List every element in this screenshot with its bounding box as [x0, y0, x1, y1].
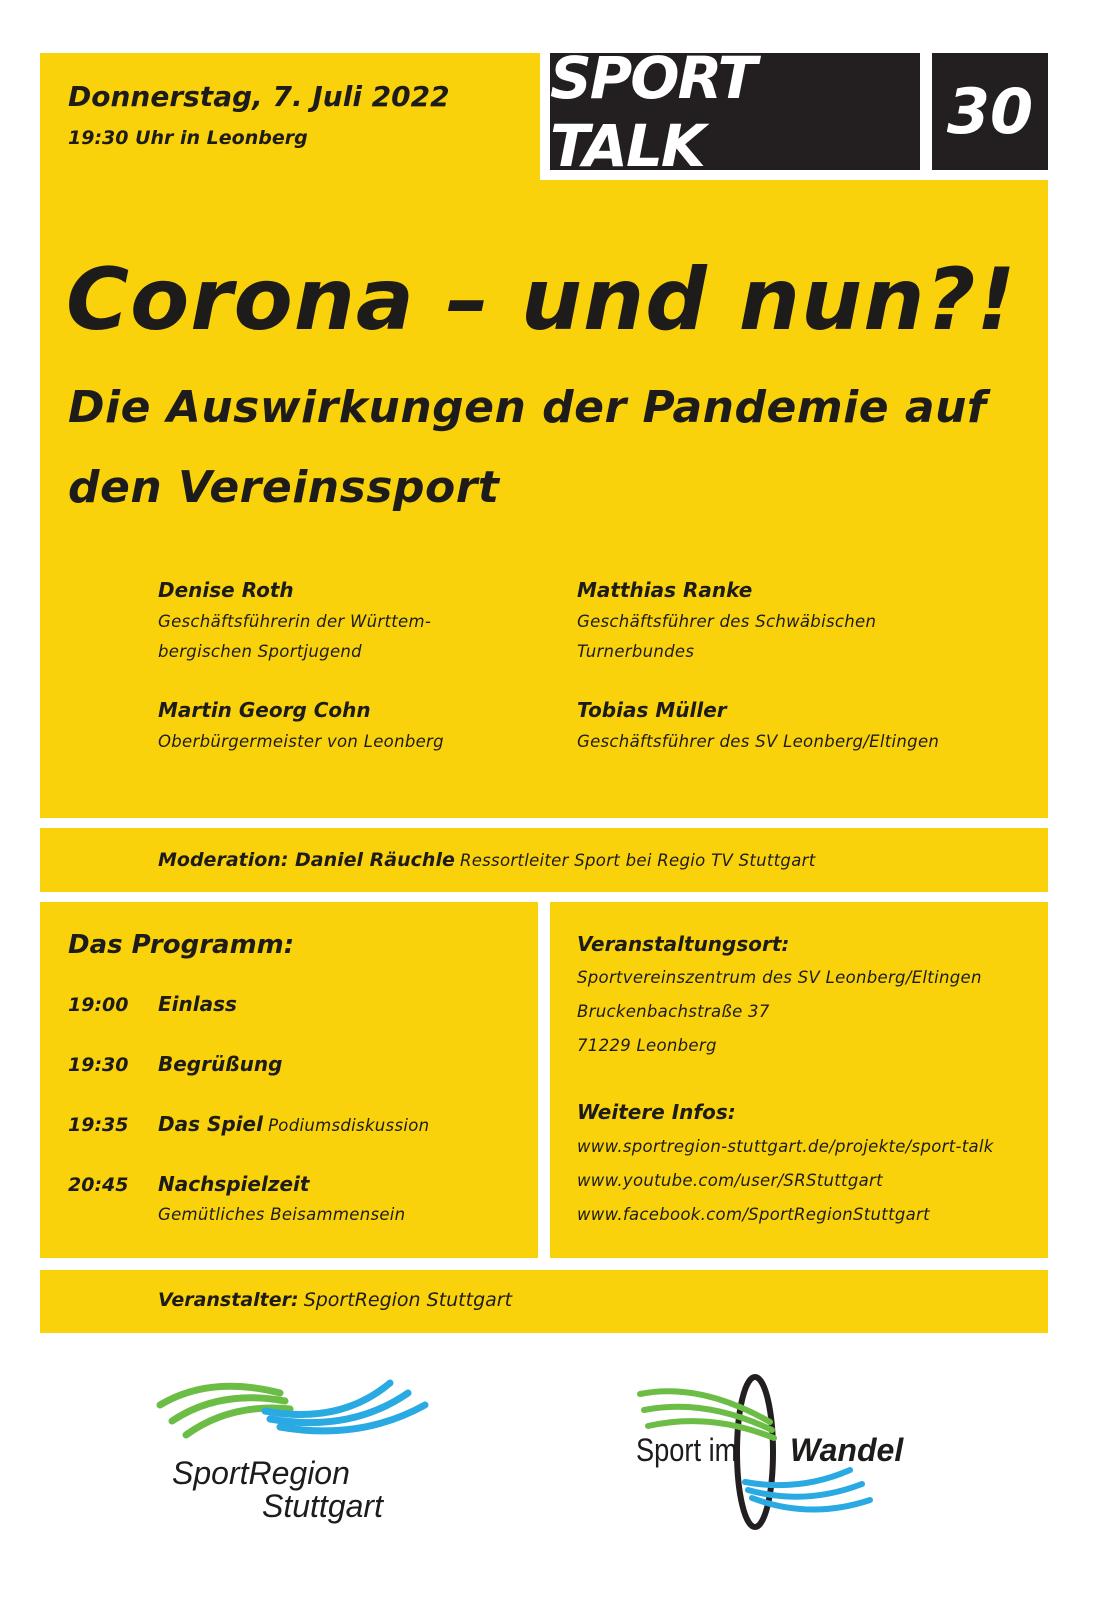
program-title: Einlass — [158, 992, 237, 1016]
subtitle-line-2: den Vereinssport — [68, 462, 500, 513]
program-time: 19:30 — [68, 1054, 129, 1076]
subtitle-line-1: Die Auswirkungen der Pandemie auf — [68, 382, 987, 433]
speaker-role: Turnerbundes — [577, 642, 695, 661]
info-link[interactable]: www.youtube.com/user/SRStuttgart — [577, 1171, 883, 1190]
event-time-place: 19:30 Uhr in Leonberg — [68, 127, 308, 149]
organizer: Veranstalter: SportRegion Stuttgart — [158, 1289, 512, 1311]
program-note: Gemütliches Beisammensein — [158, 1205, 406, 1224]
speaker-role: Geschäftsführer des SV Leonberg/Eltingen — [577, 732, 940, 751]
speaker-role: Oberbürgermeister von Leonberg — [158, 732, 444, 751]
venue-heading: Veranstaltungsort: — [577, 932, 790, 956]
page-title: Corona – und nun?! — [66, 250, 1017, 350]
speaker-name: Matthias Ranke — [577, 578, 753, 602]
series-label: SPORT TALK — [550, 44, 920, 180]
program-note: Podiumsdiskussion — [268, 1116, 430, 1135]
organizer-value: SportRegion Stuttgart — [303, 1289, 513, 1311]
program-item: Das Spiel Podiumsdiskussion — [158, 1112, 429, 1136]
speaker-name: Martin Georg Cohn — [158, 698, 371, 722]
event-date: Donnerstag, 7. Juli 2022 — [68, 80, 450, 113]
info-heading: Weitere Infos: — [577, 1100, 736, 1124]
venue-panel — [550, 902, 1048, 1258]
speaker-name: Denise Roth — [158, 578, 294, 602]
program-title: Begrüßung — [158, 1052, 283, 1076]
speaker-role: bergischen Sportjugend — [158, 642, 362, 661]
moderation-label: Moderation: Daniel Räuchle — [158, 849, 455, 871]
program-title: Das Spiel — [158, 1112, 263, 1136]
speaker-name: Tobias Müller — [577, 698, 727, 722]
venue-line: 71229 Leonberg — [577, 1036, 717, 1055]
organizer-bar — [40, 1270, 1048, 1333]
sport-im-wandel-logo-graphic — [637, 1374, 873, 1530]
speaker-role: Geschäftsführerin der Württem- — [158, 612, 432, 631]
sportregion-logo-text-1: SportRegion — [172, 1455, 350, 1491]
sportregion-logo-waves — [156, 1379, 429, 1439]
program-heading: Das Programm: — [68, 930, 295, 960]
venue-line: Bruckenbachstraße 37 — [577, 1002, 770, 1021]
program-time: 20:45 — [68, 1174, 129, 1196]
program-panel — [40, 902, 538, 1258]
venue-line: Sportvereinszentrum des SV Leonberg/Elti… — [577, 968, 982, 987]
info-link[interactable]: www.sportregion-stuttgart.de/projekte/sp… — [577, 1137, 994, 1156]
program-title: Nachspielzeit — [158, 1172, 310, 1196]
sport-im-wandel-text-1: Sport im — [636, 1432, 738, 1468]
program-time: 19:00 — [68, 994, 129, 1016]
main-panel — [40, 180, 1048, 818]
moderation: Moderation: Daniel Räuchle Ressortleiter… — [158, 849, 815, 871]
moderation-detail: Ressortleiter Sport bei Regio TV Stuttga… — [459, 851, 816, 870]
program-time: 19:35 — [68, 1114, 129, 1136]
header-panel — [40, 53, 540, 183]
organizer-label: Veranstalter: — [158, 1289, 299, 1311]
moderation-bar — [40, 828, 1048, 892]
info-link[interactable]: www.facebook.com/SportRegionStuttgart — [577, 1205, 930, 1224]
sportregion-logo-text-2: Stuttgart — [262, 1488, 383, 1524]
series-number: 30 — [932, 53, 1048, 170]
speaker-role: Geschäftsführer des Schwäbischen — [577, 612, 877, 631]
sport-im-wandel-text-2: Wandel — [790, 1432, 904, 1468]
